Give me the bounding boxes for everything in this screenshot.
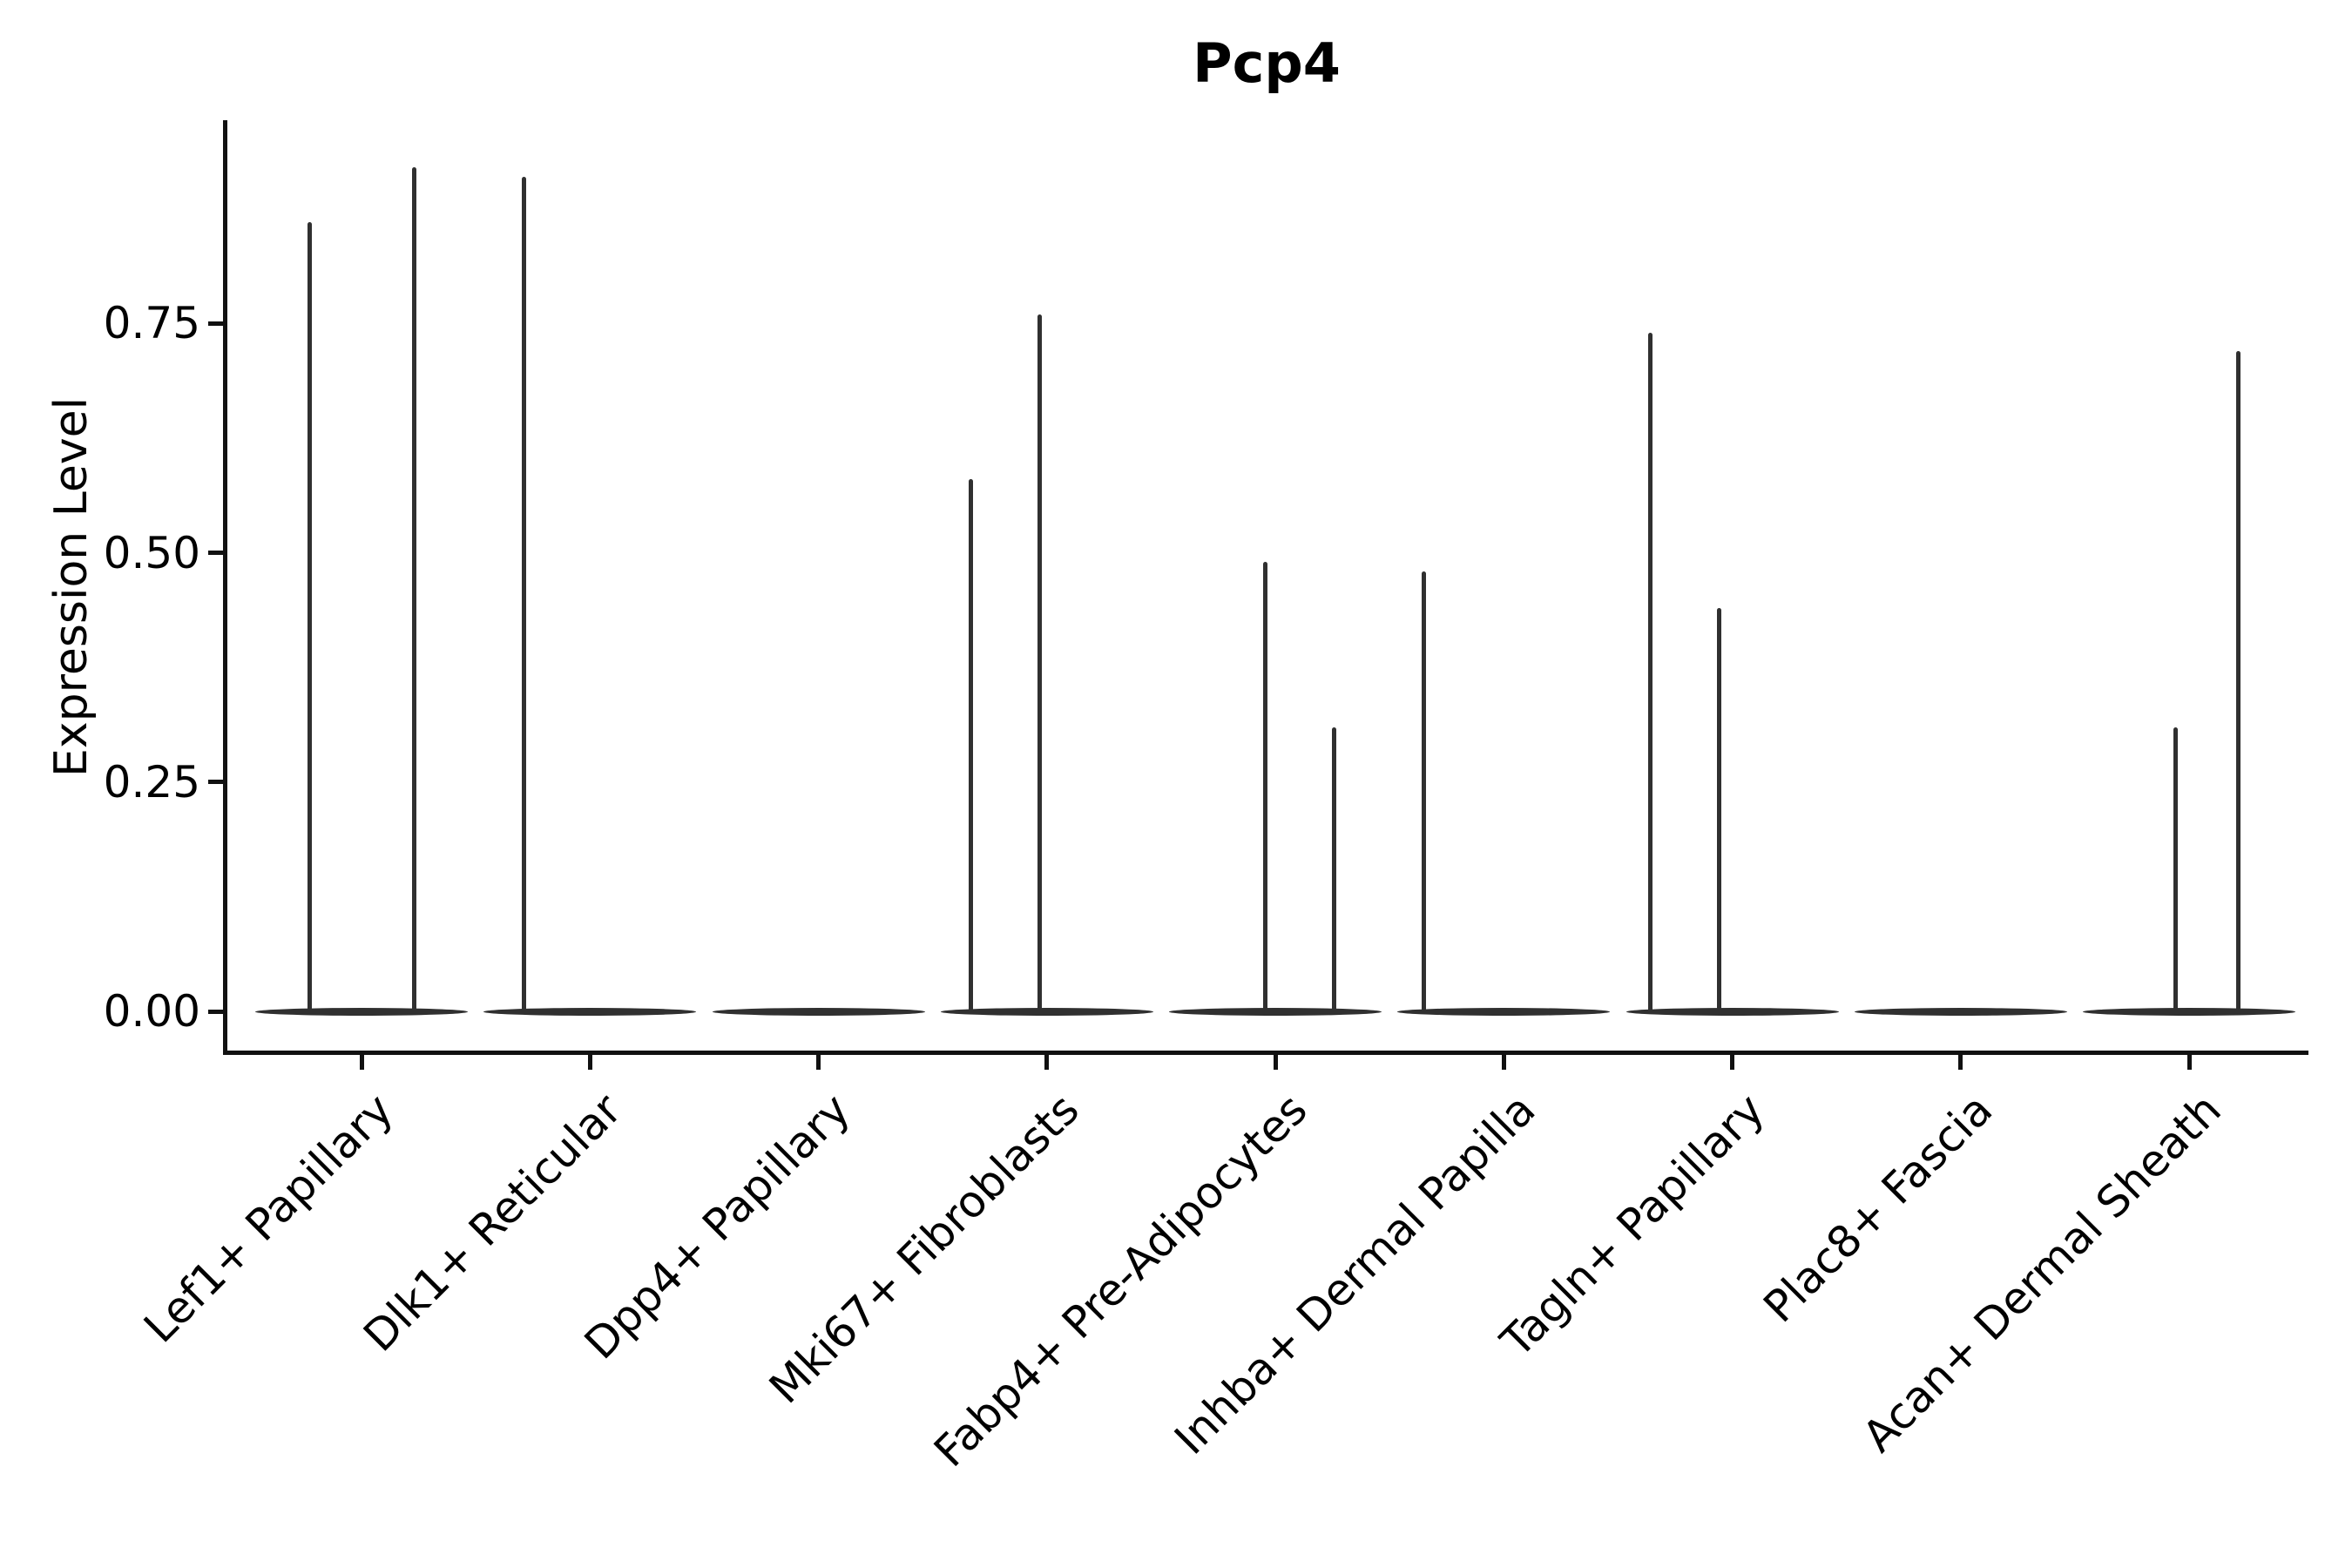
violin-body — [1625, 1007, 1839, 1016]
violin-body — [712, 1007, 925, 1016]
violin-spike — [308, 222, 313, 1011]
bottom-spine — [223, 1051, 2308, 1055]
violin-body — [1169, 1007, 1382, 1016]
violin-spike — [1422, 571, 1427, 1011]
x-tick-label: Plac8+ Fascia — [1754, 1084, 2003, 1333]
x-tick-mark — [816, 1055, 821, 1070]
x-tick-mark — [1958, 1055, 1963, 1070]
violin-spike — [969, 479, 974, 1011]
violin-body — [483, 1007, 697, 1016]
left-spine — [223, 120, 227, 1055]
violin-spike — [1716, 607, 1721, 1011]
x-tick-mark — [359, 1055, 364, 1070]
violin-spike — [1647, 332, 1652, 1011]
violin-spike — [1037, 314, 1043, 1011]
y-tick-mark — [208, 321, 223, 326]
violin-spike — [1331, 727, 1336, 1011]
x-tick-mark — [2186, 1055, 2192, 1070]
x-tick-mark — [1730, 1055, 1734, 1070]
y-tick-label: 0.75 — [103, 298, 200, 349]
x-tick-mark — [1044, 1055, 1050, 1070]
chart-title: Pcp4 — [1193, 31, 1341, 95]
violin-body — [2083, 1007, 2295, 1016]
violin-spike — [2236, 350, 2241, 1011]
y-tick-label: 0.25 — [103, 756, 200, 808]
violin-body — [255, 1007, 468, 1016]
violin-body — [940, 1007, 1153, 1016]
x-tick-label: Fabp4+ Pre-Adipocytes — [924, 1084, 1317, 1477]
violin-spike — [2173, 727, 2178, 1011]
y-axis-label: Expression Level — [45, 396, 98, 778]
violin-spike — [521, 176, 526, 1011]
y-tick-mark — [208, 551, 223, 555]
x-tick-label: Lef1+ Papillary — [134, 1084, 403, 1353]
violin-spike — [1263, 562, 1268, 1011]
x-tick-mark — [587, 1055, 592, 1070]
y-tick-label: 0.50 — [103, 527, 200, 578]
x-tick-mark — [1501, 1055, 1506, 1070]
x-tick-mark — [1273, 1055, 1278, 1070]
violin-spike — [411, 167, 416, 1011]
y-tick-mark — [208, 780, 223, 785]
violin-body — [1397, 1007, 1611, 1016]
violin-body — [1854, 1007, 2067, 1016]
y-tick-mark — [208, 1009, 223, 1014]
y-tick-label: 0.00 — [103, 986, 200, 1037]
